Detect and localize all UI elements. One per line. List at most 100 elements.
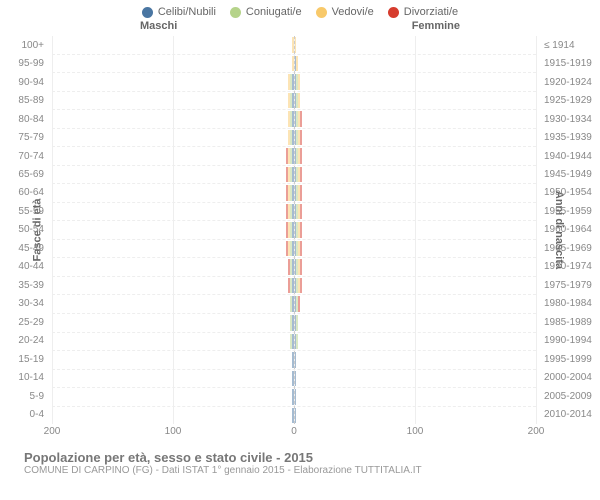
bar-segment — [298, 74, 300, 90]
plot-area — [52, 36, 536, 424]
y-right-label: 1990-1994 — [540, 332, 600, 350]
female-bar — [294, 204, 302, 220]
legend-item-married: Coniugati/e — [230, 6, 302, 18]
bar-segment — [300, 241, 302, 257]
x-tick: 100 — [407, 426, 424, 437]
female-bar — [294, 185, 302, 201]
y-right-label: 1960-1964 — [540, 221, 600, 239]
legend-label: Divorziati/e — [404, 6, 458, 18]
x-tick: 200 — [528, 426, 545, 437]
male-bar — [286, 241, 294, 257]
y-right-label: 1955-1959 — [540, 202, 600, 220]
male-bar — [286, 204, 294, 220]
header-female: Femmine — [412, 20, 460, 32]
female-bar — [294, 222, 302, 238]
y-left-label: 50-54 — [0, 221, 48, 239]
y-axis-left: 100+95-9990-9485-8980-8475-7970-7465-696… — [0, 36, 48, 424]
y-left-label: 35-39 — [0, 276, 48, 294]
bar-segment — [300, 185, 302, 201]
male-bar — [286, 185, 294, 201]
legend-item-widowed: Vedovi/e — [316, 6, 374, 18]
female-bar — [294, 167, 302, 183]
y-right-label: 1920-1924 — [540, 73, 600, 91]
y-right-label: 1970-1974 — [540, 258, 600, 276]
y-right-label: 1935-1939 — [540, 128, 600, 146]
x-tick: 0 — [291, 426, 297, 437]
y-left-label: 55-59 — [0, 202, 48, 220]
swatch-divorced — [388, 7, 399, 18]
bar-segment — [296, 315, 298, 331]
y-axis-right: ≤ 19141915-19191920-19241925-19291930-19… — [540, 36, 600, 424]
y-right-label: 2000-2004 — [540, 368, 600, 386]
y-left-label: 80-84 — [0, 110, 48, 128]
y-left-label: 10-14 — [0, 368, 48, 386]
y-left-label: 65-69 — [0, 165, 48, 183]
y-left-label: 60-64 — [0, 184, 48, 202]
header-male: Maschi — [140, 20, 177, 32]
bar-segment — [296, 56, 298, 72]
female-bar — [294, 130, 302, 146]
legend-label: Vedovi/e — [332, 6, 374, 18]
bar-segment — [300, 167, 302, 183]
bar-segment — [300, 204, 302, 220]
swatch-married — [230, 7, 241, 18]
y-left-label: 45-49 — [0, 239, 48, 257]
y-left-label: 85-89 — [0, 91, 48, 109]
y-right-label: 1995-1999 — [540, 350, 600, 368]
female-bar — [294, 148, 302, 164]
bar-segment — [298, 296, 300, 312]
swatch-single — [142, 7, 153, 18]
center-line — [294, 36, 295, 424]
bar-segment — [300, 278, 302, 294]
y-left-label: 100+ — [0, 36, 48, 54]
swatch-widowed — [316, 7, 327, 18]
y-left-label: 75-79 — [0, 128, 48, 146]
female-bar — [294, 259, 302, 275]
y-right-label: 1925-1929 — [540, 91, 600, 109]
y-right-label: 1950-1954 — [540, 184, 600, 202]
bar-segment — [300, 130, 302, 146]
female-bar — [294, 278, 302, 294]
female-bar — [294, 241, 302, 257]
y-right-label: 1965-1969 — [540, 239, 600, 257]
x-axis: 200 100 0 100 200 — [0, 424, 600, 444]
y-right-label: 1985-1989 — [540, 313, 600, 331]
male-bar — [286, 167, 294, 183]
y-right-label: 1980-1984 — [540, 295, 600, 313]
bar-segment — [300, 222, 302, 238]
y-left-label: 90-94 — [0, 73, 48, 91]
legend: Celibi/Nubili Coniugati/e Vedovi/e Divor… — [0, 0, 600, 20]
y-left-label: 0-4 — [0, 405, 48, 423]
pyramid-chart: Fasce di età Anni di nascita 100+95-9990… — [0, 36, 600, 424]
legend-item-divorced: Divorziati/e — [388, 6, 458, 18]
y-right-label: 1945-1949 — [540, 165, 600, 183]
y-right-label: 1940-1944 — [540, 147, 600, 165]
y-left-label: 25-29 — [0, 313, 48, 331]
chart-subtitle: COMUNE DI CARPINO (FG) - Dati ISTAT 1° g… — [24, 465, 590, 476]
y-left-label: 95-99 — [0, 54, 48, 72]
y-right-label: 1975-1979 — [540, 276, 600, 294]
chart-container: Celibi/Nubili Coniugati/e Vedovi/e Divor… — [0, 0, 600, 500]
y-left-label: 40-44 — [0, 258, 48, 276]
legend-label: Celibi/Nubili — [158, 6, 216, 18]
legend-label: Coniugati/e — [246, 6, 302, 18]
y-right-label: 1915-1919 — [540, 54, 600, 72]
x-tick: 100 — [165, 426, 182, 437]
y-right-label: 2010-2014 — [540, 405, 600, 423]
bar-segment — [298, 93, 300, 109]
male-bar — [286, 148, 294, 164]
y-left-label: 70-74 — [0, 147, 48, 165]
bar-segment — [300, 148, 302, 164]
y-right-label: 1930-1934 — [540, 110, 600, 128]
y-left-label: 20-24 — [0, 332, 48, 350]
chart-title: Popolazione per età, sesso e stato civil… — [24, 450, 590, 465]
y-left-label: 15-19 — [0, 350, 48, 368]
y-left-label: 30-34 — [0, 295, 48, 313]
male-bar — [286, 222, 294, 238]
y-right-label: 2005-2009 — [540, 387, 600, 405]
bar-segment — [296, 334, 298, 350]
chart-footer: Popolazione per età, sesso e stato civil… — [0, 444, 600, 476]
bar-segment — [300, 111, 302, 127]
y-left-label: 5-9 — [0, 387, 48, 405]
x-tick: 200 — [44, 426, 61, 437]
